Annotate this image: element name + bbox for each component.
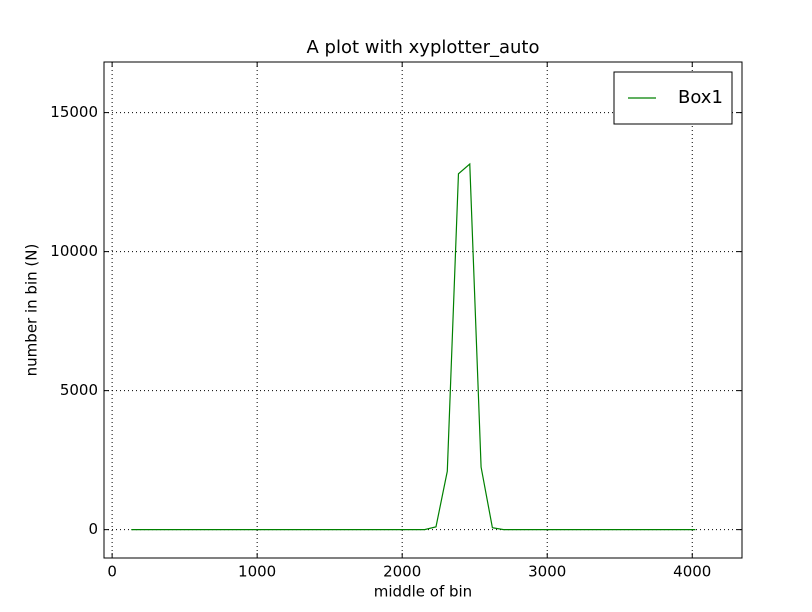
- series-line: [131, 162, 696, 531]
- y-axis-label: number in bin (N): [23, 244, 41, 377]
- x-tick-label: 1000: [238, 563, 276, 581]
- y-tick-label: 5000: [60, 381, 98, 399]
- x-tick-label: 4000: [673, 563, 711, 581]
- y-tick-label: 10000: [50, 242, 98, 260]
- y-tick-label: 15000: [50, 103, 98, 121]
- x-tick-label: 3000: [528, 563, 566, 581]
- y-tick-label: 0: [88, 520, 98, 538]
- x-axis-label: middle of bin: [374, 583, 472, 601]
- plot-frame: [103, 61, 743, 559]
- legend-label: Box1: [678, 87, 723, 108]
- chart-title: A plot with xyplotter_auto: [306, 37, 539, 58]
- x-tick-label: 2000: [383, 563, 421, 581]
- x-tick-label: 0: [107, 563, 117, 581]
